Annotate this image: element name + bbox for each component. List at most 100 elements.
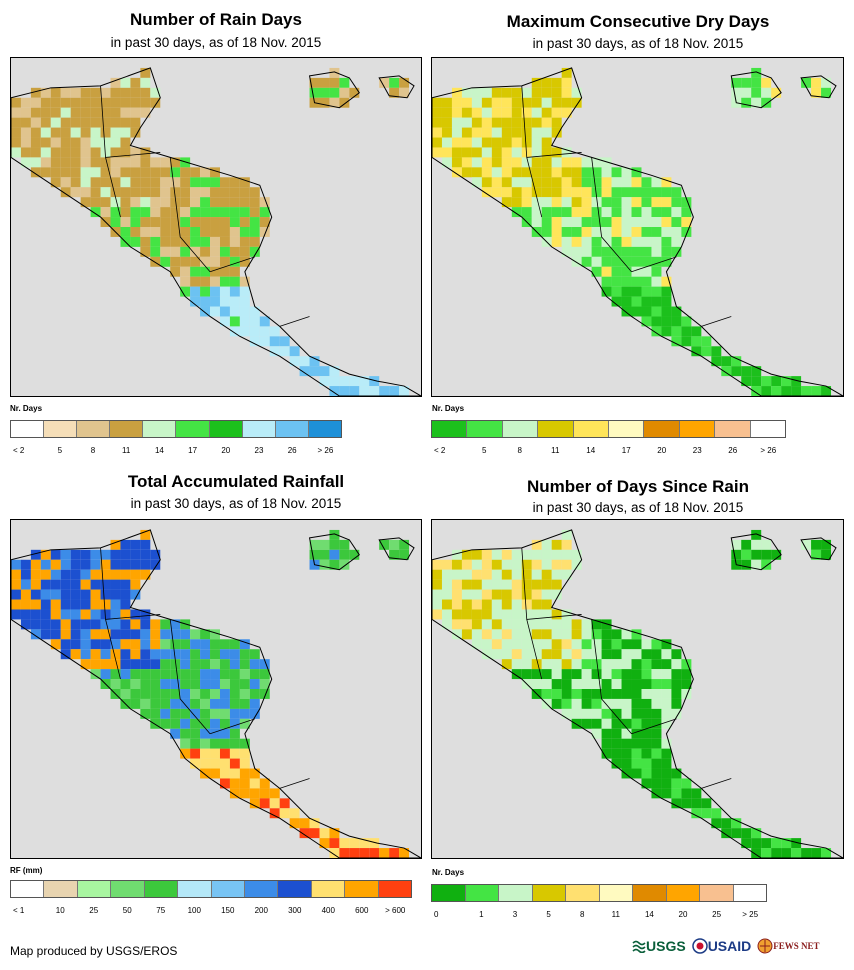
legend-label: 5 [482, 446, 487, 455]
map-cell [521, 649, 532, 660]
map-cell [239, 227, 250, 237]
legend-swatch [311, 881, 346, 897]
map-cell [491, 127, 502, 138]
map-cell [561, 167, 572, 178]
map-cell [561, 246, 572, 257]
map-cell [180, 659, 191, 670]
map-cell [511, 589, 522, 600]
map-cell [200, 276, 211, 287]
map-cell [50, 639, 61, 650]
map-cell [210, 679, 220, 689]
map-cell [601, 738, 612, 749]
map-cell [239, 197, 250, 208]
map-cell [249, 217, 260, 227]
map-cell [491, 639, 502, 650]
map-cell [641, 217, 652, 227]
map-cell [389, 386, 400, 396]
map-cell [681, 336, 692, 347]
map-cell [70, 559, 81, 570]
map-cell [621, 718, 632, 729]
map-cell [90, 579, 101, 590]
map-cell [200, 217, 211, 227]
map-cell [219, 197, 230, 208]
map-cell [561, 207, 572, 218]
map-cell [110, 87, 121, 98]
map-cell [239, 177, 250, 188]
map-cell [269, 326, 280, 337]
coastline [308, 71, 360, 109]
map-cell [661, 738, 672, 749]
map-cell [631, 728, 642, 739]
map-cell [229, 768, 240, 779]
map-cell [791, 386, 802, 396]
map-cell [130, 217, 141, 227]
panel-subtitle-dry-days: in past 30 days, as of 18 Nov. 2015 [532, 36, 744, 51]
map-cell [229, 207, 240, 218]
map-cell [761, 848, 772, 858]
map-cell [239, 758, 250, 769]
map-cell [451, 157, 462, 168]
map-cell [299, 828, 310, 839]
map-cell [170, 266, 181, 277]
map-cell [611, 227, 622, 237]
map-cell [681, 197, 692, 208]
map-cell [541, 87, 552, 98]
map-cell [681, 659, 692, 670]
map-cell [631, 639, 642, 650]
map-cell [541, 167, 552, 178]
map-cell [150, 698, 161, 709]
map-cell [511, 137, 522, 148]
map-cell [210, 306, 220, 317]
map-cell [741, 97, 752, 108]
map-cell [180, 227, 191, 237]
legend-label: 5 [57, 446, 63, 455]
map-cell [511, 157, 522, 168]
map-cell [621, 659, 632, 670]
map-cell [30, 127, 41, 138]
map-cell [90, 659, 101, 670]
map-cell [60, 649, 71, 660]
map-cell [190, 698, 201, 709]
map-cell [821, 539, 832, 550]
map-cell [551, 197, 562, 208]
map-cell [140, 569, 151, 580]
legend-swatch [278, 881, 312, 897]
map-cell [229, 326, 240, 337]
map-cell [120, 549, 131, 560]
map-cell [11, 569, 21, 580]
map-cell [521, 207, 532, 218]
legend-swatch [432, 421, 468, 437]
legend-label: 14 [586, 446, 596, 455]
map-cell [90, 639, 101, 650]
map-cell [60, 97, 71, 108]
map-cell [20, 559, 31, 570]
map-cell [751, 376, 762, 387]
map-cell [481, 187, 492, 198]
legend-swatch [609, 421, 645, 437]
map-cell [671, 246, 682, 257]
map-cell [471, 549, 482, 560]
map-cell [551, 669, 562, 680]
map-cell [369, 848, 380, 858]
map-cell [150, 708, 161, 719]
map-cell [601, 669, 612, 680]
map-cell [239, 679, 250, 689]
map-cell [349, 848, 360, 858]
map-cell [249, 649, 260, 660]
map-cell [651, 698, 662, 709]
map-cell [279, 336, 290, 347]
map-cell [681, 326, 692, 337]
map-cell [621, 167, 632, 178]
legend-label: 10 [55, 906, 65, 915]
map-cell [259, 778, 270, 789]
map-cell [80, 127, 91, 138]
map-cell [40, 157, 51, 168]
map-cell [190, 296, 201, 307]
map-cell [70, 167, 81, 178]
map-cell [731, 77, 742, 88]
map-cell [771, 848, 782, 858]
map-cell [210, 689, 220, 699]
map-cell [591, 649, 602, 660]
map-cell [541, 127, 552, 138]
map-cell [731, 366, 742, 377]
